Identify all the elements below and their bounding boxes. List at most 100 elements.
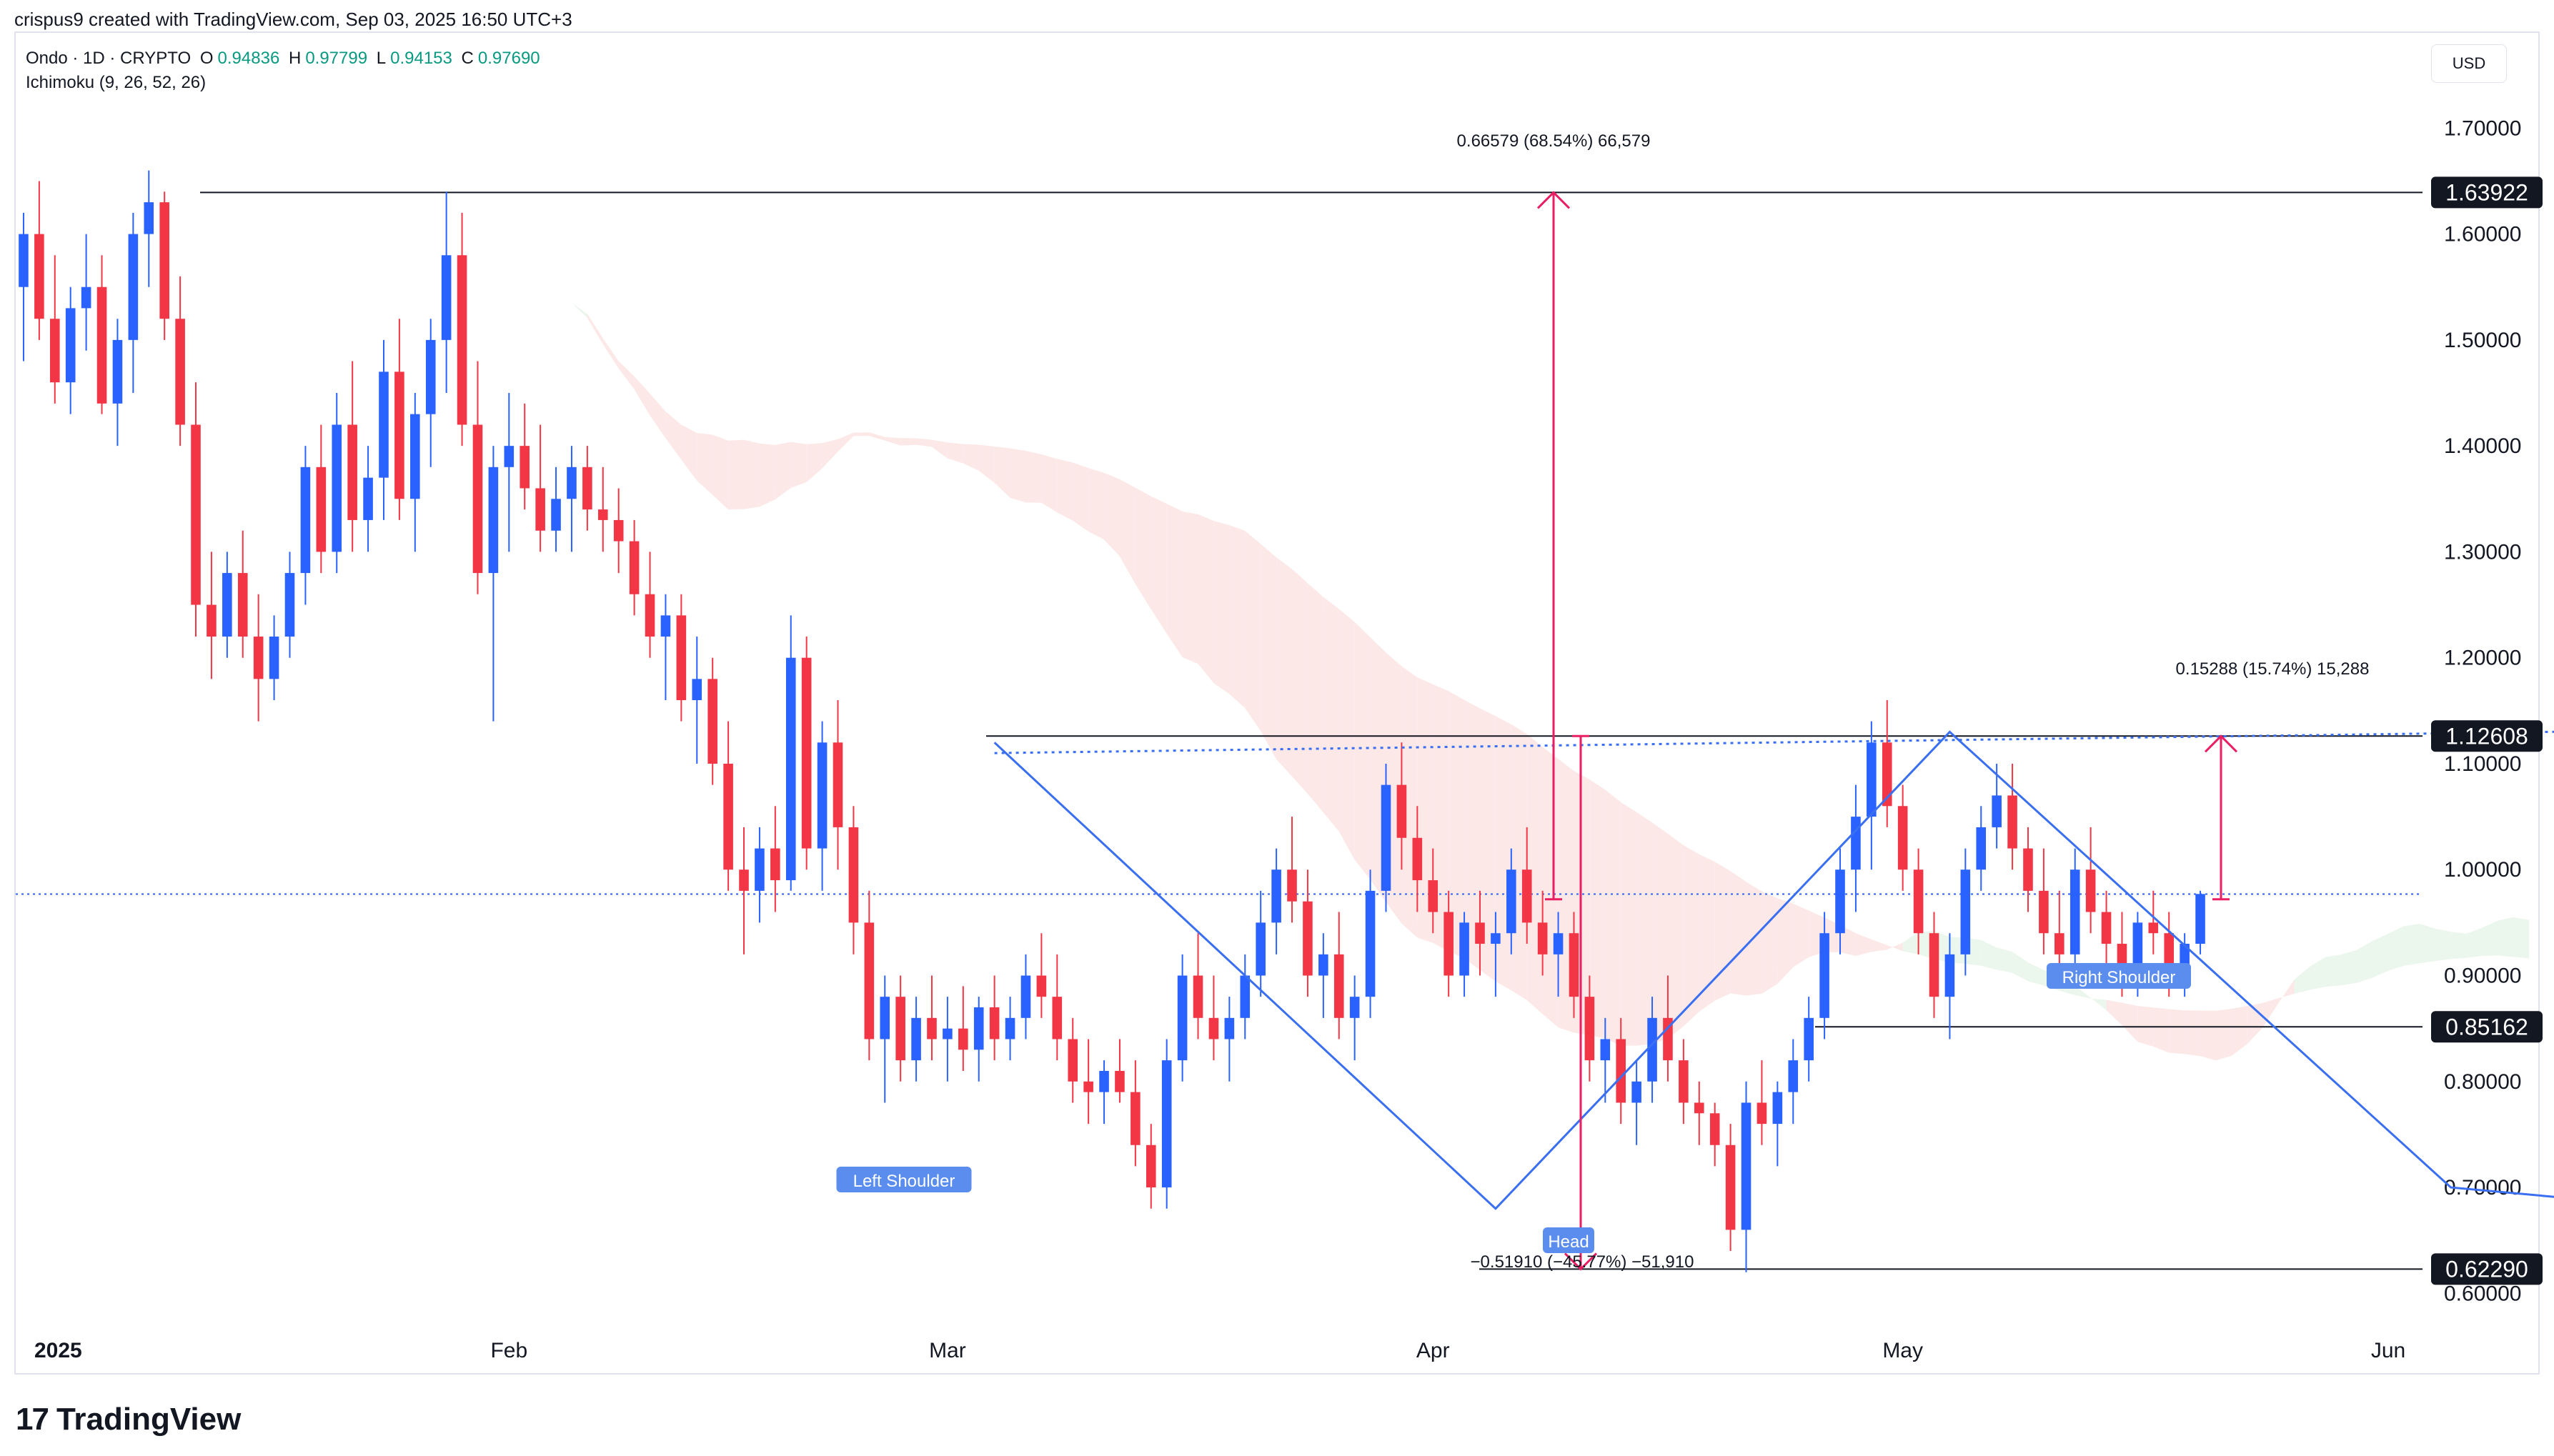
ichimoku-cloud-segment <box>2419 924 2435 964</box>
candle-body <box>1131 1092 1141 1145</box>
ichimoku-cloud-segment <box>509 322 525 325</box>
candle-body <box>1459 922 1469 976</box>
candle-body <box>1709 1113 1720 1145</box>
candle-body <box>1569 933 1579 997</box>
candle-body <box>645 594 655 637</box>
right-shoulder-badge: Right Shoulder <box>2062 968 2176 987</box>
candle-body <box>1240 975 1251 1018</box>
ichimoku-cloud-segment <box>2388 926 2404 971</box>
candle-body <box>785 657 796 881</box>
left-shoulder-badge: Left Shoulder <box>853 1172 955 1191</box>
ichimoku-cloud-segment <box>1871 939 1887 952</box>
candle-body <box>1600 1039 1611 1061</box>
y-tick-label: 0.60000 <box>2444 1282 2521 1305</box>
candle-body <box>676 615 687 700</box>
candle-body <box>801 657 812 849</box>
tradingview-brand: 17 TradingView <box>16 1402 241 1437</box>
candle-body <box>207 604 217 637</box>
head-and-shoulders-pattern <box>993 730 2554 1210</box>
y-tick-label: 1.20000 <box>2444 647 2521 670</box>
ichimoku-cloud-segment <box>2169 1009 2185 1054</box>
candle-body <box>1804 1017 1814 1061</box>
candle-body <box>457 255 467 425</box>
candle-body <box>1146 1145 1156 1188</box>
ichimoku-cloud-segment <box>1997 947 2013 973</box>
candle-body <box>49 319 60 383</box>
candle-body <box>1537 922 1548 954</box>
candle-body <box>864 922 875 1039</box>
ichimoku-cloud-segment <box>1088 468 1105 540</box>
candle-body <box>692 679 702 700</box>
candle-body <box>1396 784 1407 838</box>
head-badge: Head <box>1548 1232 1589 1252</box>
ichimoku-cloud-segment <box>2498 917 2514 957</box>
candle-body <box>1365 890 1376 997</box>
candle-body <box>1208 1017 1219 1039</box>
candle-body <box>1741 1102 1751 1230</box>
left-shoulder-badge-bg <box>836 1167 972 1192</box>
y-tick-label: 1.40000 <box>2444 434 2521 458</box>
candle-body <box>191 424 201 605</box>
tradingview-name: TradingView <box>56 1402 242 1437</box>
ichimoku-cloud-segment <box>665 411 682 460</box>
ichimoku-cloud-segment <box>1041 454 1058 513</box>
candle-body <box>2148 922 2159 934</box>
ichimoku-cloud-segment <box>1981 939 1997 970</box>
candle-body <box>1412 837 1423 881</box>
ichimoku-cloud-segment <box>994 446 1010 498</box>
candle-body <box>613 519 624 542</box>
candle-body <box>755 848 765 891</box>
candle-body <box>363 477 373 520</box>
neckline-dotted <box>994 730 2554 754</box>
x-tick-label: Feb <box>490 1339 527 1362</box>
candle-body <box>551 499 561 531</box>
candle-body <box>1256 922 1266 976</box>
ichimoku-cloud-segment <box>1730 871 1746 996</box>
candle-body <box>81 286 91 309</box>
right-shoulder-badge-bg <box>2047 963 2191 989</box>
candle-body <box>1020 975 1031 1018</box>
ichimoku-cloud-segment <box>1119 479 1136 584</box>
open-value: 0.94836 <box>217 49 280 68</box>
candle-body <box>1944 954 1955 997</box>
candle-body <box>535 488 545 531</box>
price-label: 0.62290 <box>2445 1256 2528 1282</box>
ichimoku-cloud-segment <box>1652 822 1668 1044</box>
x-tick-label: Apr <box>1416 1339 1450 1362</box>
ichimoku-cloud-segment <box>1667 833 1684 1039</box>
ichimoku-cloud-segment <box>2231 1006 2247 1056</box>
price-label: 0.85162 <box>2445 1014 2528 1039</box>
candle-body <box>1647 1017 1657 1082</box>
candle-body <box>1851 817 1861 870</box>
candle-body <box>660 615 671 637</box>
ichimoku-cloud-segment <box>806 443 823 482</box>
candle-body <box>1897 806 1908 870</box>
candle-body <box>1679 1060 1689 1103</box>
high-value: 0.97799 <box>305 49 368 68</box>
candle-body <box>1521 869 1532 923</box>
indicator-legend[interactable]: Ichimoku (9, 26, 52, 26) <box>26 73 207 92</box>
candle-body <box>520 446 530 489</box>
candle-body <box>1725 1145 1736 1230</box>
ichimoku-cloud-segment <box>759 443 775 507</box>
currency-button[interactable]: USD <box>2431 44 2507 83</box>
ichimoku-cloud-segment <box>744 439 760 509</box>
candle-body <box>1663 1017 1673 1061</box>
ichimoku-cloud-segment <box>2185 1010 2201 1057</box>
ichimoku-cloud-segment <box>1198 514 1214 684</box>
measure-arrow-down-head <box>1564 1252 1598 1271</box>
candle-body <box>1099 1070 1109 1092</box>
candle-body <box>112 339 123 404</box>
y-tick-label: 1.30000 <box>2444 540 2521 564</box>
ichimoku-cloud-segment <box>587 314 603 345</box>
ichimoku-cloud-segment <box>650 393 666 439</box>
ichimoku-cloud-segment <box>1261 544 1277 759</box>
ichimoku-cloud-segment <box>1104 472 1120 557</box>
candle-body <box>1584 997 1595 1061</box>
ichimoku-cloud-segment <box>2310 957 2326 990</box>
candle-body <box>128 234 139 340</box>
symbol-name: Ondo · 1D · CRYPTO <box>26 49 192 68</box>
ichimoku-cloud-segment <box>681 424 697 481</box>
candle-body <box>34 234 44 319</box>
